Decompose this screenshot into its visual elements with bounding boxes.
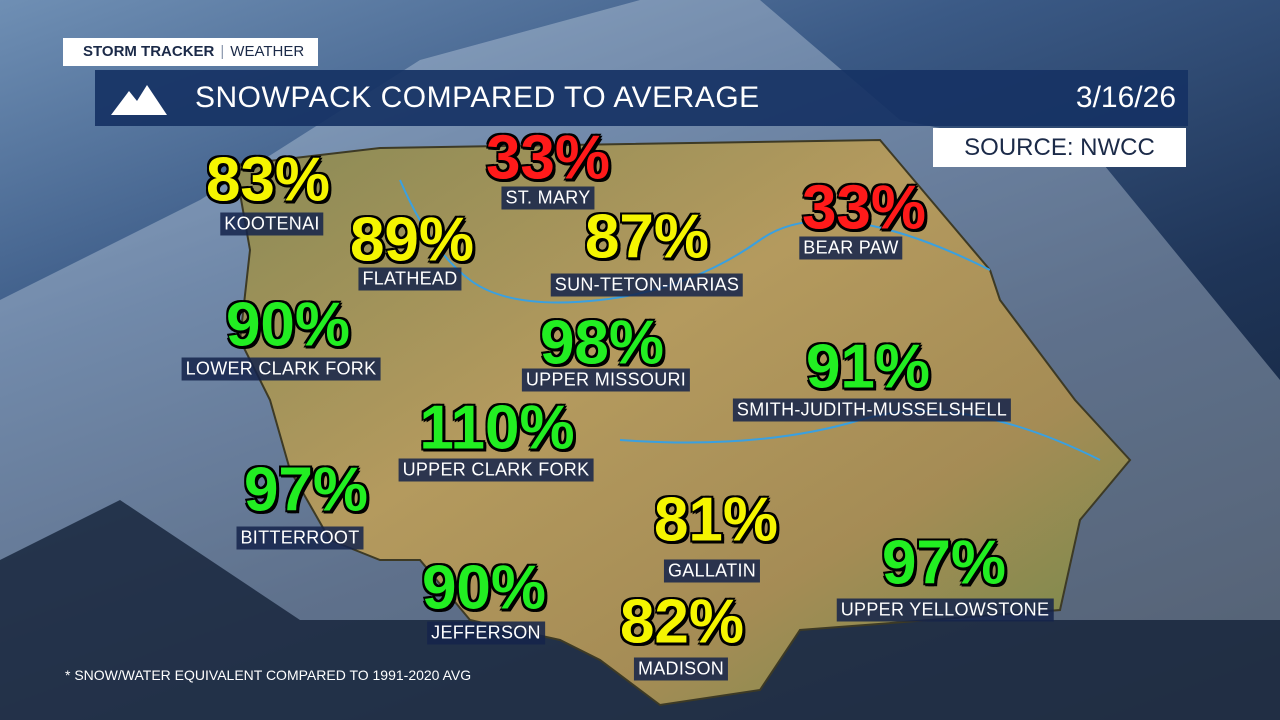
brand-name: STORM TRACKER [83,43,215,60]
region-name: SUN-TETON-MARIAS [550,273,744,297]
title: SNOWPACK COMPARED TO AVERAGE [195,81,760,114]
region-name: GALLATIN [663,559,761,583]
region-name: LOWER CLARK FORK [181,357,381,381]
region-name: ST. MARY [501,186,595,210]
mountain-icon [111,85,167,115]
region-name: SMITH-JUDITH-MUSSELSHELL [732,398,1012,422]
region-name: KOOTENAI [220,212,324,236]
region-percent: 97% [243,455,369,525]
region-name: BITTERROOT [236,526,364,550]
footnote: * SNOW/WATER EQUIVALENT COMPARED TO 1991… [65,667,472,683]
region-percent: 83% [205,145,331,215]
source: SOURCE: NWCC [933,128,1186,167]
region-percent: 33% [801,173,927,243]
forest [0,500,1280,720]
region-percent: 98% [539,308,665,378]
region-percent: 91% [805,332,931,402]
region-name: BEAR PAW [799,236,903,260]
brand: STORM TRACKER | WEATHER [63,38,319,66]
date: 3/16/26 [1075,81,1176,114]
region-percent: 110% [419,393,575,463]
region-name: JEFFERSON [427,621,545,645]
brand-section: WEATHER [230,43,305,60]
region-percent: 97% [881,528,1007,598]
region-name: UPPER CLARK FORK [398,458,594,482]
region-name: UPPER YELLOWSTONE [836,598,1054,622]
region-percent: 90% [421,553,547,623]
region-percent: 81% [653,485,779,555]
region-percent: 87% [584,202,710,272]
region-name: MADISON [633,657,729,681]
region-percent: 33% [485,123,611,193]
region-percent: 89% [349,205,475,275]
region-percent: 82% [619,587,745,657]
region-percent: 90% [225,290,351,360]
title-bar: SNOWPACK COMPARED TO AVERAGE 3/16/26 [95,70,1188,126]
region-name: UPPER MISSOURI [521,368,691,392]
region-name: FLATHEAD [358,267,462,291]
